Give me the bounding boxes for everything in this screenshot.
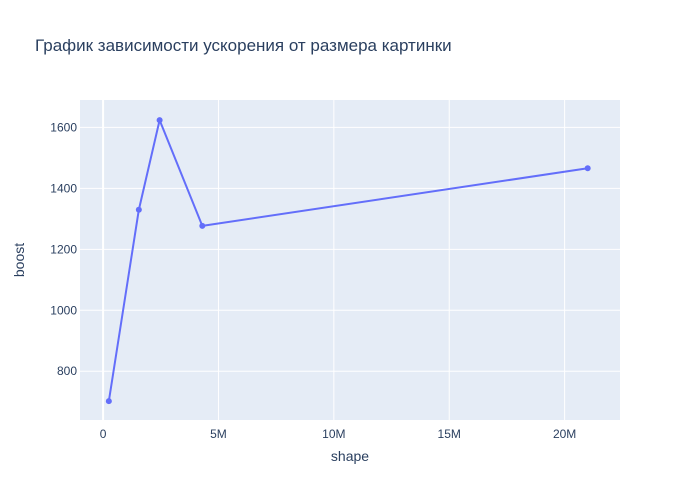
y-tick-label: 1400 [50, 181, 77, 195]
plot-area [80, 100, 620, 420]
x-tick-label: 5M [210, 427, 227, 441]
y-tick-label: 1200 [50, 242, 77, 256]
chart-title: График зависимости ускорения от размера … [35, 36, 452, 55]
x-tick-label: 0 [100, 427, 107, 441]
data-point[interactable] [135, 206, 142, 213]
x-axis-ticks: 0 5M 10M 15M 20M [100, 427, 577, 441]
grid [80, 100, 620, 420]
y-tick-label: 1600 [50, 120, 77, 134]
y-tick-label: 1000 [50, 303, 77, 317]
y-tick-label: 800 [57, 364, 77, 378]
series-group [105, 117, 591, 405]
data-point[interactable] [199, 222, 206, 229]
data-point[interactable] [105, 398, 112, 405]
y-axis-ticks: 800 1000 1200 1400 1600 [50, 120, 77, 378]
x-tick-label: 10M [322, 427, 345, 441]
y-axis-title: boost [11, 243, 27, 277]
data-point[interactable] [584, 165, 591, 172]
x-tick-label: 15M [438, 427, 461, 441]
data-point[interactable] [156, 117, 163, 124]
x-tick-label: 20M [553, 427, 576, 441]
x-axis-title: shape [331, 448, 369, 464]
